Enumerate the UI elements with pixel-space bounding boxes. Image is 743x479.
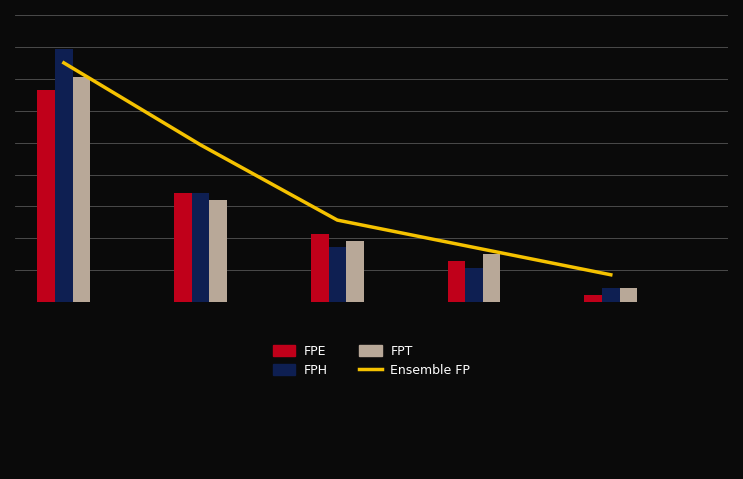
Bar	[448, 261, 465, 302]
Bar	[192, 193, 210, 302]
Legend: FPE, FPH, FPT, Ensemble FP: FPE, FPH, FPT, Ensemble FP	[267, 340, 476, 382]
Bar	[483, 254, 501, 302]
Bar	[346, 240, 363, 302]
Bar	[585, 295, 602, 302]
Bar	[37, 90, 55, 302]
Bar	[465, 268, 483, 302]
Bar	[328, 248, 346, 302]
Bar	[311, 234, 328, 302]
Bar	[602, 288, 620, 302]
Bar	[620, 288, 637, 302]
Bar	[73, 77, 90, 302]
Bar	[55, 49, 73, 302]
Bar	[174, 193, 192, 302]
Bar	[210, 200, 227, 302]
